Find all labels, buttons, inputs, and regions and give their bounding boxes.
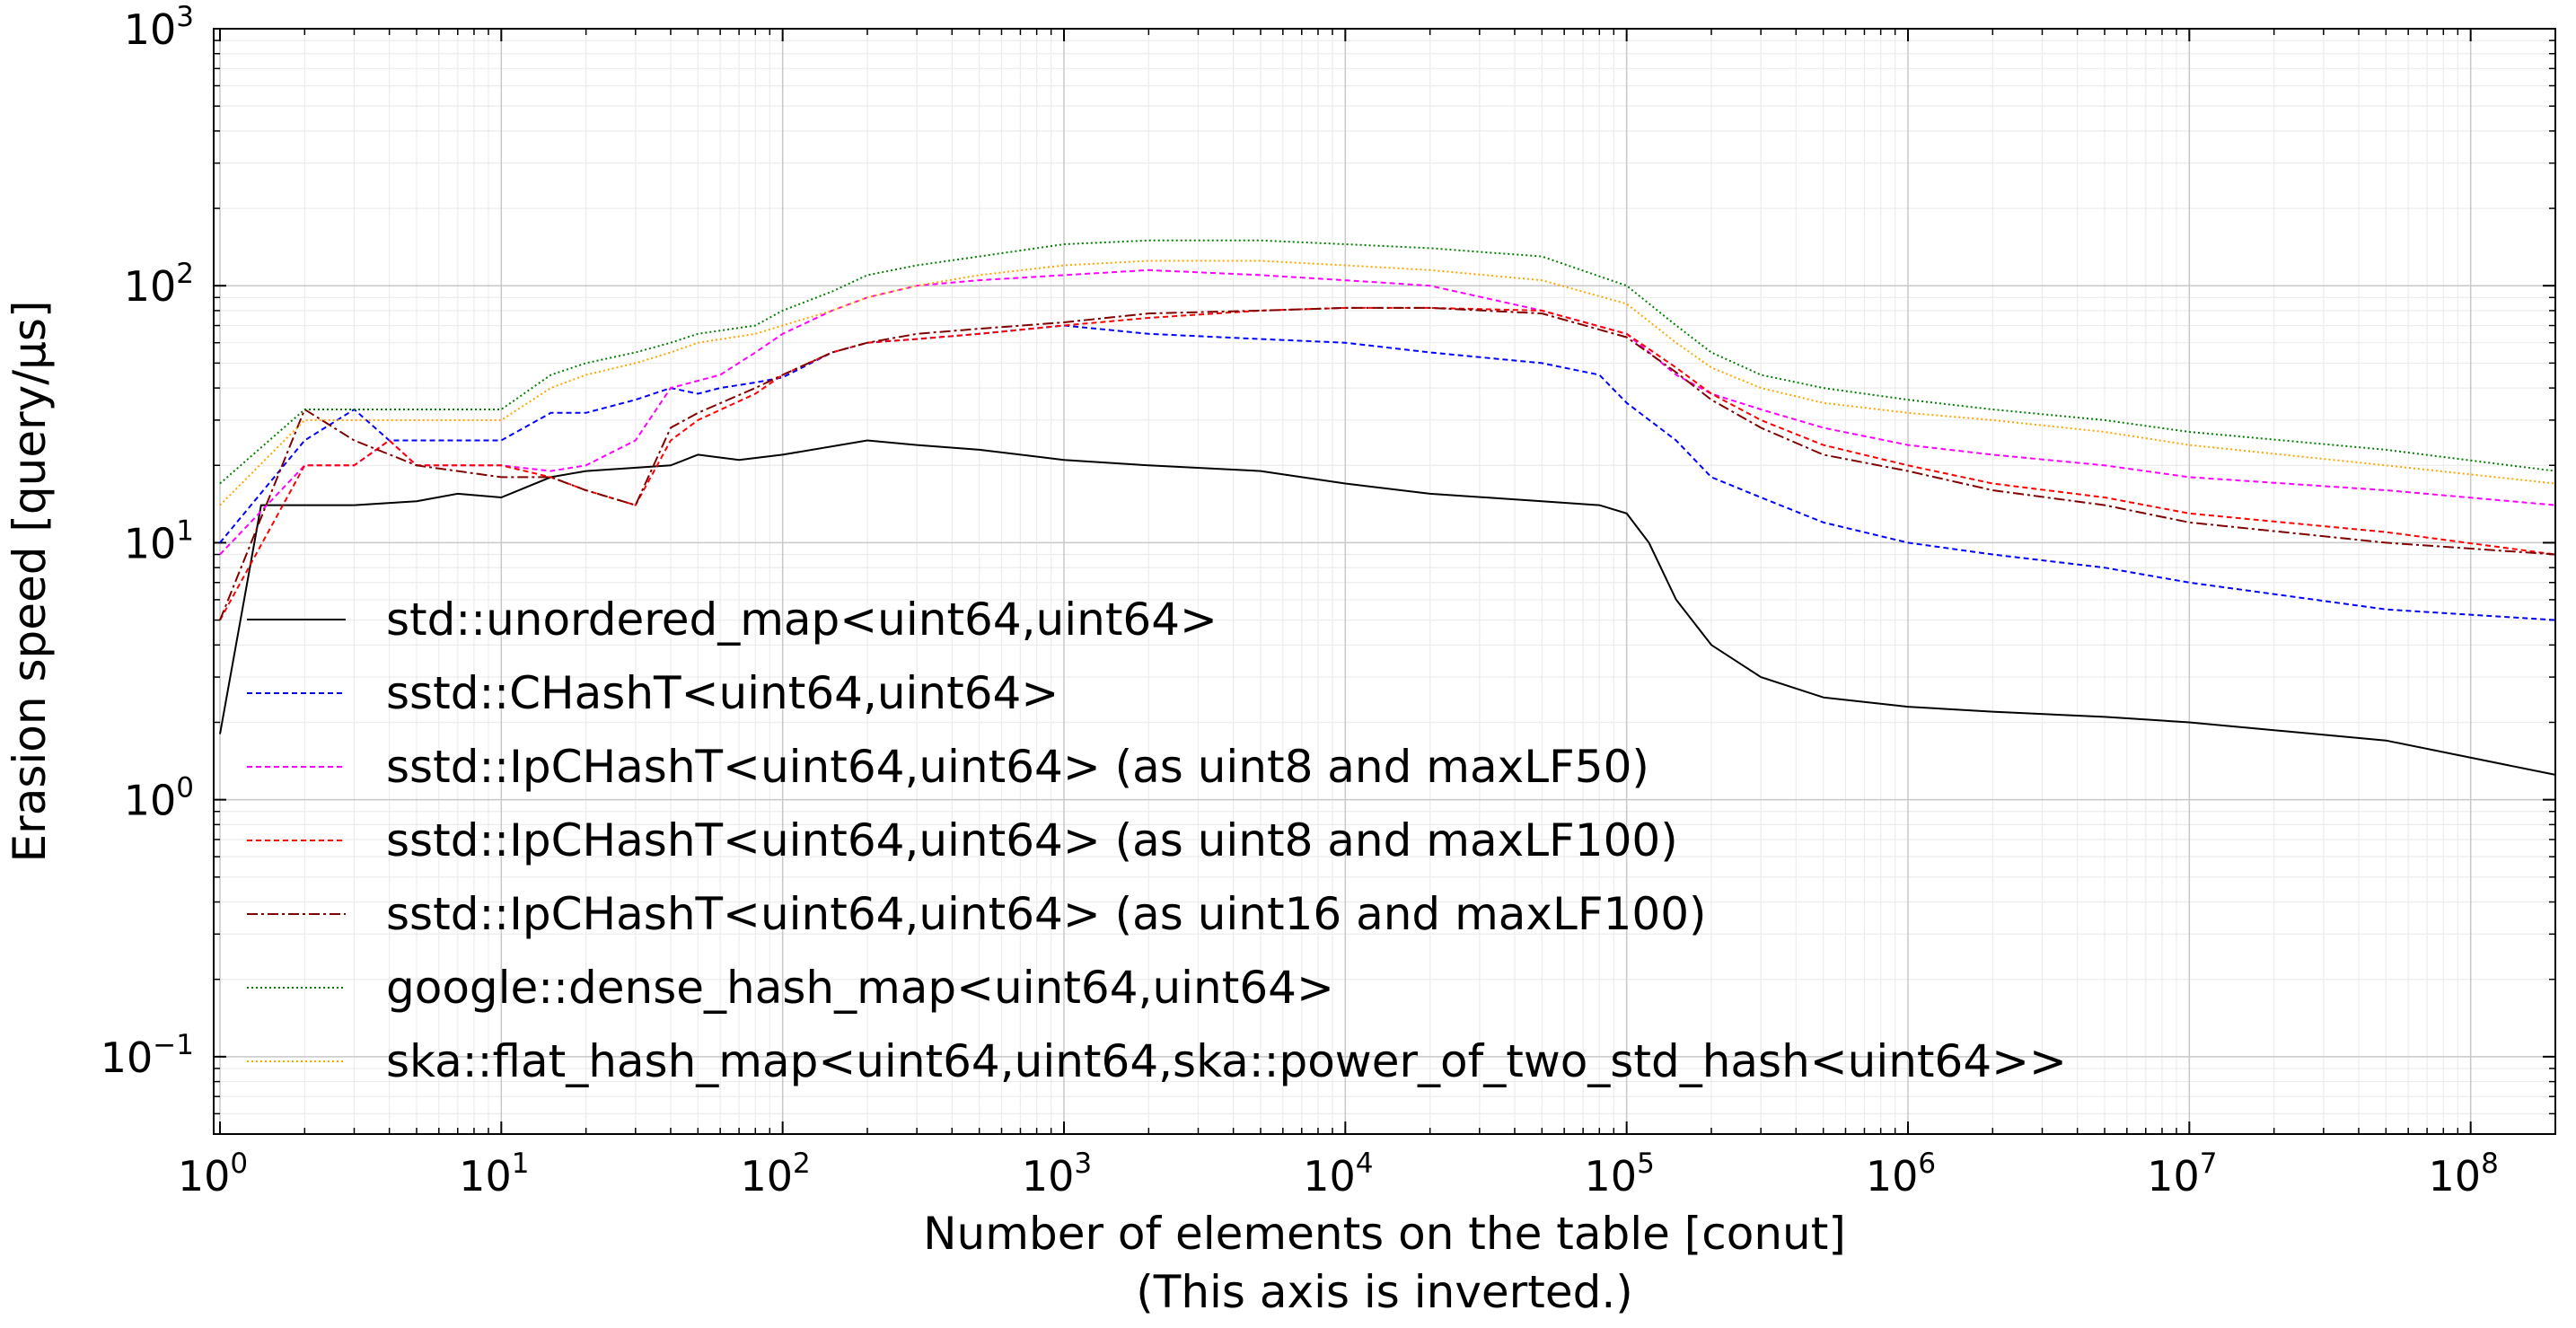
legend-label: google::dense_hash_map<uint64,uint64> — [386, 962, 1334, 1014]
y-tick-label: 100 — [124, 772, 194, 825]
x-tick-label: 107 — [2147, 1148, 2217, 1200]
x-tick-label: 101 — [459, 1148, 529, 1200]
axis-ticks — [214, 28, 2555, 1134]
y-tick-label: 103 — [124, 1, 194, 54]
x-tick-label: 104 — [1303, 1148, 1373, 1200]
x-tick-label: 100 — [178, 1148, 248, 1200]
y-axis-label: Erasion speed [query/µs] — [4, 301, 56, 863]
legend-label: sstd::IpCHashT<uint64,uint64> (as uint8 … — [386, 741, 1649, 793]
legend-label: std::unordered_map<uint64,uint64> — [386, 594, 1218, 646]
y-tick-label: 102 — [124, 258, 194, 311]
x-tick-label: 102 — [741, 1148, 811, 1200]
y-tick-label: 10−1 — [101, 1029, 194, 1082]
series-line-1 — [219, 439, 2556, 776]
x-tick-label: 103 — [1022, 1148, 1092, 1200]
series-group — [219, 239, 2556, 776]
series-line-3 — [219, 268, 2556, 556]
x-tick-label: 108 — [2429, 1148, 2499, 1200]
x-tick-label: 105 — [1585, 1148, 1655, 1200]
x-axis-note: (This axis is inverted.) — [1136, 1266, 1632, 1318]
series-line-6 — [219, 239, 2556, 485]
x-tick-label: 106 — [1866, 1148, 1936, 1200]
tick-labels: 100 101 102 103 104 105 106 107 108 10−1 100 101 102… — [101, 1, 2499, 1200]
series-line-7 — [219, 259, 2556, 506]
grid — [214, 28, 2555, 1134]
legend: std::unordered_map<uint64,uint64>sstd::C… — [247, 594, 2067, 1087]
series-line-5 — [219, 306, 2556, 620]
plot-frame — [213, 28, 2556, 1135]
legend-label: sstd::CHashT<uint64,uint64> — [386, 667, 1059, 719]
y-tick-label: 101 — [124, 514, 194, 567]
legend-label: sstd::IpCHashT<uint64,uint64> (as uint8 … — [386, 814, 1678, 866]
series-line-4 — [219, 306, 2556, 621]
legend-label: ska::flat_hash_map<uint64,uint64,ska::po… — [386, 1035, 2067, 1087]
x-axis-label: Number of elements on the table [conut] — [923, 1208, 1846, 1260]
legend-label: sstd::IpCHashT<uint64,uint64> (as uint16… — [386, 888, 1707, 940]
